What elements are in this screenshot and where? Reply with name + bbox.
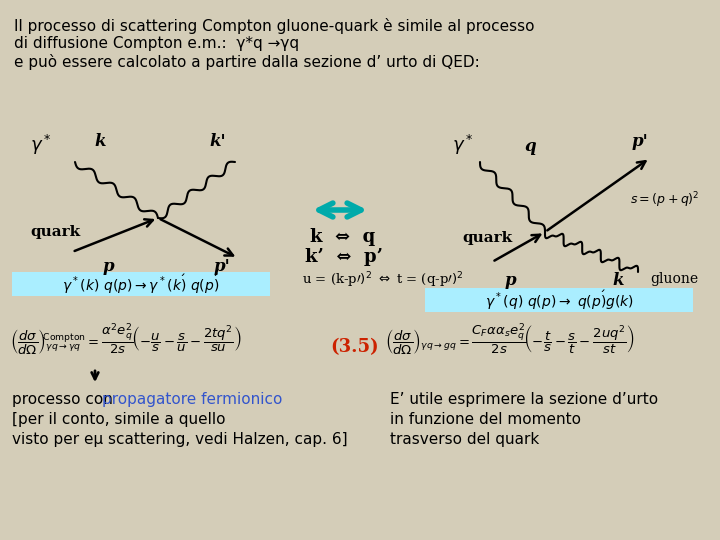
Text: $s=(p+q)^2$: $s=(p+q)^2$ bbox=[630, 190, 700, 210]
Text: visto per eμ scattering, vedi Halzen, cap. 6]: visto per eμ scattering, vedi Halzen, ca… bbox=[12, 432, 348, 447]
Text: $\gamma^*$: $\gamma^*$ bbox=[30, 133, 52, 157]
Text: (3.5): (3.5) bbox=[330, 338, 379, 356]
Text: p: p bbox=[504, 272, 516, 289]
Text: k  ⇔  q: k ⇔ q bbox=[310, 228, 375, 246]
FancyBboxPatch shape bbox=[425, 288, 693, 312]
Text: q: q bbox=[524, 138, 536, 155]
Text: $\gamma^*(k)\ q(p) \rightarrow \gamma^*(k\')\ q(p\')$: $\gamma^*(k)\ q(p) \rightarrow \gamma^*(… bbox=[63, 272, 220, 295]
FancyBboxPatch shape bbox=[12, 272, 270, 296]
Text: processo con: processo con bbox=[12, 392, 118, 407]
Text: p': p' bbox=[631, 133, 649, 150]
Text: propagatore fermionico: propagatore fermionico bbox=[102, 392, 282, 407]
Text: p': p' bbox=[214, 258, 230, 275]
Text: quark: quark bbox=[30, 225, 80, 239]
Text: u = (k-p$\mathsf{\prime})^2$ $\Leftrightarrow$ t = (q-p$\mathsf{\prime})^2$: u = (k-p$\mathsf{\prime})^2$ $\Leftright… bbox=[302, 270, 464, 289]
Text: k: k bbox=[94, 133, 106, 150]
Text: Il processo di scattering Compton gluone-quark è simile al processo: Il processo di scattering Compton gluone… bbox=[14, 18, 534, 34]
Text: gluone: gluone bbox=[650, 272, 698, 286]
Text: E’ utile esprimere la sezione d’urto: E’ utile esprimere la sezione d’urto bbox=[390, 392, 658, 407]
Text: in funzione del momento: in funzione del momento bbox=[390, 412, 581, 427]
Text: trasverso del quark: trasverso del quark bbox=[390, 432, 539, 447]
Text: quark: quark bbox=[462, 231, 512, 245]
Text: $\left(\dfrac{d\sigma}{d\Omega}\right)^{\!\!\mathrm{Compton}}_{\gamma q\to\gamma: $\left(\dfrac{d\sigma}{d\Omega}\right)^{… bbox=[10, 322, 242, 359]
Text: di diffusione Compton e.m.:  γ*q →γq: di diffusione Compton e.m.: γ*q →γq bbox=[14, 36, 299, 51]
Text: $\gamma^*(q)\ q(p) \rightarrow\ q(p\')g(k)$: $\gamma^*(q)\ q(p) \rightarrow\ q(p\')g(… bbox=[485, 288, 634, 312]
Text: k': k' bbox=[210, 133, 226, 150]
Text: $\gamma^*$: $\gamma^*$ bbox=[452, 133, 474, 157]
Text: e può essere calcolato a partire dalla sezione d’ urto di QED:: e può essere calcolato a partire dalla s… bbox=[14, 54, 480, 70]
Text: k: k bbox=[612, 272, 624, 289]
Text: p: p bbox=[102, 258, 114, 275]
Text: $\left(\dfrac{d\sigma}{d\Omega}\right)_{\gamma q\to gq}$$=\dfrac{C_F\alpha\alpha: $\left(\dfrac{d\sigma}{d\Omega}\right)_{… bbox=[385, 322, 634, 359]
Text: [per il conto, simile a quello: [per il conto, simile a quello bbox=[12, 412, 225, 427]
Text: k’  ⇔  p’: k’ ⇔ p’ bbox=[305, 248, 383, 266]
